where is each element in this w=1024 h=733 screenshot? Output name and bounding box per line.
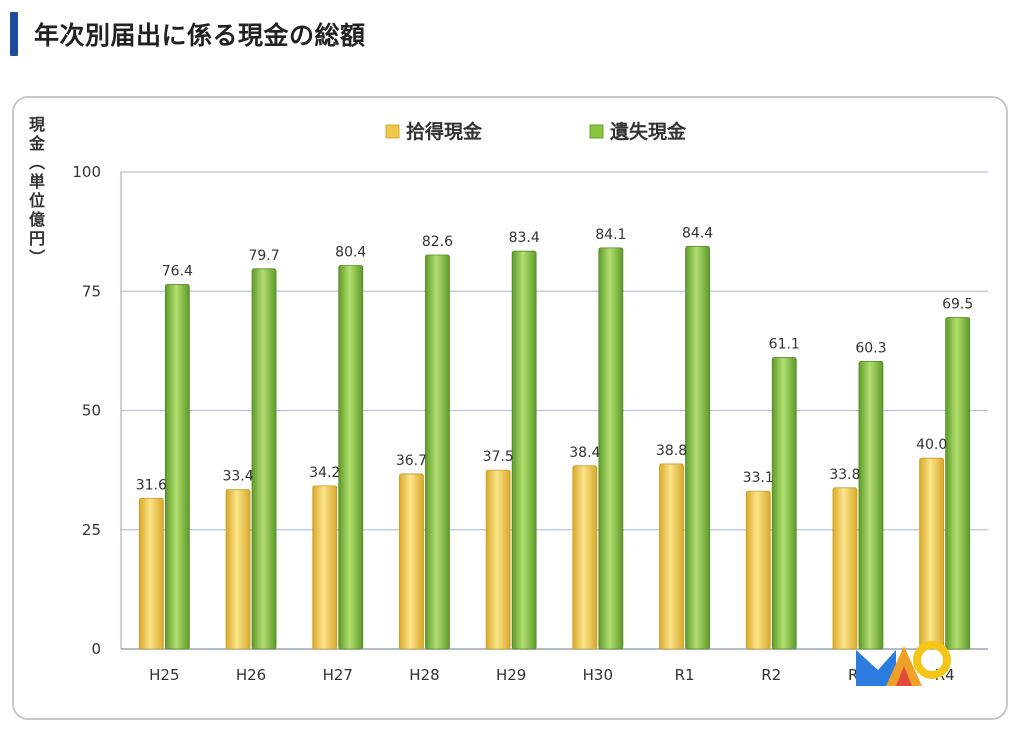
data-label: 84.4 <box>682 225 713 241</box>
y-axis-label-char: 金 <box>28 134 46 153</box>
bar-lost-cash <box>425 254 450 650</box>
data-label: 80.4 <box>335 244 366 260</box>
data-label: 60.3 <box>855 340 886 356</box>
page-title: 年次別届出に係る現金の総額 <box>34 21 366 50</box>
y-axis-label-char: 億 <box>29 210 45 229</box>
bar-lost-cash <box>685 246 710 650</box>
data-label: 40.0 <box>916 437 947 453</box>
bar-lost-cash <box>598 247 624 650</box>
data-label: 61.1 <box>769 337 800 353</box>
y-axis-label-char: 現 <box>29 115 45 134</box>
x-tick-label: R1 <box>675 666 695 684</box>
y-tick-label: 75 <box>82 282 101 300</box>
legend-label: 遺失現金 <box>610 120 687 143</box>
gridlines <box>120 171 988 650</box>
x-tick-label: H26 <box>236 666 266 684</box>
bar-found-cash <box>832 487 858 650</box>
y-axis-label-char: ） <box>27 249 46 265</box>
data-label: 84.1 <box>595 227 626 243</box>
bar-found-cash <box>399 473 424 650</box>
x-tick-label: R2 <box>761 666 781 684</box>
bar-found-cash <box>225 489 251 650</box>
data-label: 33.8 <box>829 467 860 483</box>
data-labels: 31.6 76.4 33.4 79.7 34.2 80.4 36.7 82.6 37.5 83.4… <box>136 225 973 493</box>
data-label: 69.5 <box>942 296 973 312</box>
bar-lost-cash <box>251 268 277 650</box>
header-accent-bar <box>10 12 18 56</box>
legend: 拾得現金 遺失現金 <box>385 120 687 143</box>
legend-swatch <box>589 124 604 139</box>
x-tick-label: H27 <box>323 666 353 684</box>
bar-found-cash <box>745 490 771 650</box>
y-tick-label: 50 <box>82 402 101 420</box>
bars <box>138 246 971 650</box>
data-label: 34.2 <box>309 465 340 481</box>
bar-lost-cash <box>164 284 190 650</box>
data-label: 79.7 <box>248 248 279 264</box>
bar-lost-cash <box>511 250 537 650</box>
y-tick-label: 0 <box>91 640 101 658</box>
data-label: 36.7 <box>396 453 427 469</box>
y-tick-label: 25 <box>82 521 101 539</box>
legend-label: 拾得現金 <box>406 120 483 143</box>
section-header: 年次別届出に係る現金の総額 <box>10 12 366 56</box>
data-label: 76.4 <box>162 264 193 280</box>
bar-lost-cash <box>945 317 971 650</box>
bar-found-cash <box>919 457 945 650</box>
bar-found-cash <box>138 497 164 650</box>
data-label: 37.5 <box>483 449 514 465</box>
y-axis-ticks: 0 25 50 75 100 <box>72 163 101 658</box>
bar-lost-cash <box>338 265 364 650</box>
x-tick-label: H28 <box>409 666 439 684</box>
site-logo <box>856 641 951 686</box>
data-label: 33.1 <box>743 470 774 486</box>
x-tick-label: H30 <box>583 666 613 684</box>
y-tick-label: 100 <box>72 163 101 181</box>
bar-lost-cash <box>771 357 797 650</box>
legend-swatch <box>385 124 400 139</box>
x-axis-ticks: H25H26H27H28H29H30R1R2R3R4 <box>149 666 954 684</box>
data-label: 38.4 <box>569 445 600 461</box>
data-label: 31.6 <box>136 477 167 493</box>
data-label: 38.8 <box>656 443 687 459</box>
data-label: 33.4 <box>222 469 253 485</box>
bar-found-cash <box>659 463 684 650</box>
y-axis-label-char: 単 <box>29 172 45 191</box>
bar-found-cash <box>485 469 511 650</box>
bar-lost-cash <box>858 360 884 650</box>
y-axis-label-char: （ <box>27 154 46 170</box>
bar-found-cash <box>572 465 598 650</box>
bar-found-cash <box>312 485 338 650</box>
x-tick-label: H25 <box>149 666 179 684</box>
data-label: 82.6 <box>422 234 453 250</box>
y-axis-label-char: 円 <box>29 229 45 248</box>
data-label: 83.4 <box>509 230 540 246</box>
x-tick-label: H29 <box>496 666 526 684</box>
y-axis-label-char: 位 <box>29 191 45 210</box>
